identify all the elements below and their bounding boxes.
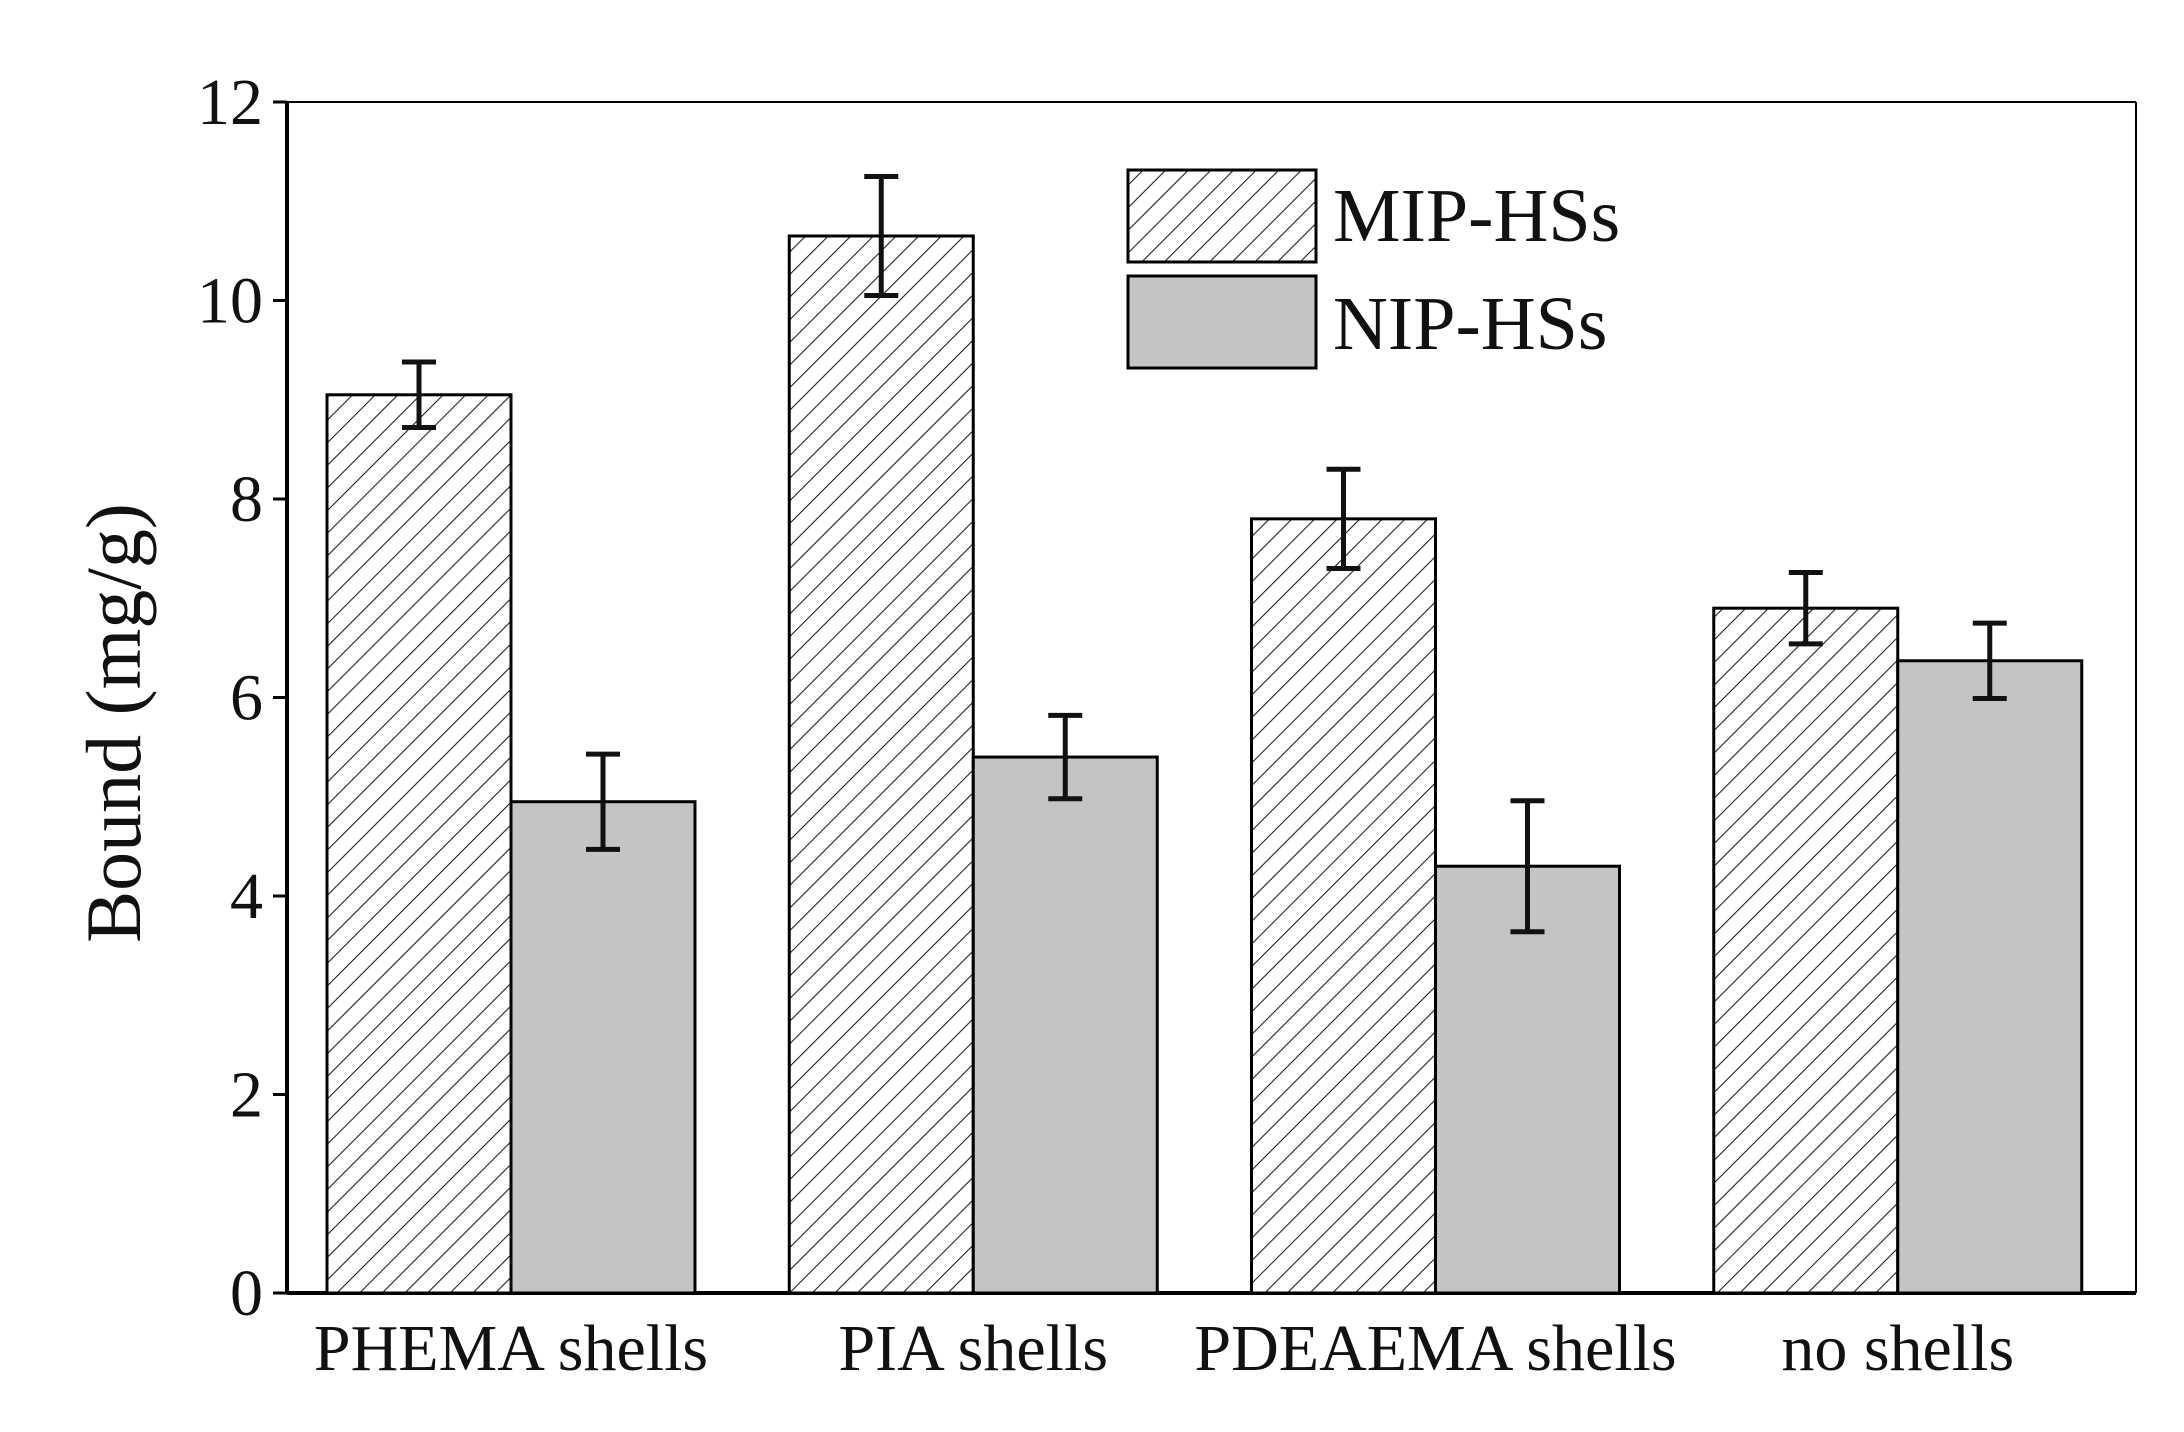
error-bar-mip-3 — [1788, 569, 1823, 647]
error-bars — [402, 173, 2007, 935]
bar-mip-2 — [1250, 517, 1437, 1295]
y-tick-label: 6 — [230, 662, 263, 735]
error-bar-nip-1 — [1048, 712, 1083, 802]
error-bar-mip-1 — [864, 173, 899, 299]
bar-mip-1 — [787, 234, 975, 1295]
bar-nip-2 — [1434, 864, 1621, 1295]
y-axis-title: Bound (mg/g) — [70, 503, 157, 943]
legend-label-mip: MIP-HSs — [1333, 174, 1620, 258]
bar-mip-3 — [1712, 606, 1900, 1295]
bar-nip-3 — [1896, 659, 2084, 1295]
legend: MIP-HSs NIP-HSs — [1126, 168, 1620, 370]
error-bar-nip-0 — [586, 751, 620, 852]
legend-swatch-mip — [1126, 168, 1318, 264]
bar-nip-1 — [971, 755, 1159, 1295]
y-axis-ticks: 0 2 4 6 8 10 12 — [197, 66, 287, 1330]
x-tick-label: PHEMA shells — [314, 1312, 708, 1385]
y-tick-label: 10 — [197, 265, 263, 338]
bar-mip-0 — [325, 393, 513, 1295]
error-bar-mip-0 — [402, 359, 436, 431]
y-tick-label: 0 — [230, 1257, 263, 1330]
legend-label-nip: NIP-HSs — [1333, 282, 1608, 366]
x-tick-label: no shells — [1781, 1312, 2014, 1385]
y-tick-label: 8 — [230, 463, 263, 536]
error-bar-mip-2 — [1326, 466, 1361, 571]
x-tick-label: PDEAEMA shells — [1194, 1312, 1676, 1385]
legend-swatch-nip — [1126, 274, 1318, 370]
error-bar-nip-2 — [1510, 798, 1545, 935]
y-tick-label: 4 — [230, 860, 263, 933]
x-tick-label: PIA shells — [838, 1312, 1108, 1385]
bar-nip-0 — [509, 800, 697, 1295]
y-tick-label: 12 — [197, 66, 263, 139]
error-bar-nip-3 — [1972, 620, 2007, 701]
y-tick-label: 2 — [230, 1059, 263, 1132]
x-axis-labels: PHEMA shells PIA shells PDEAEMA shells no s… — [314, 1312, 2014, 1385]
bars — [325, 234, 2084, 1295]
